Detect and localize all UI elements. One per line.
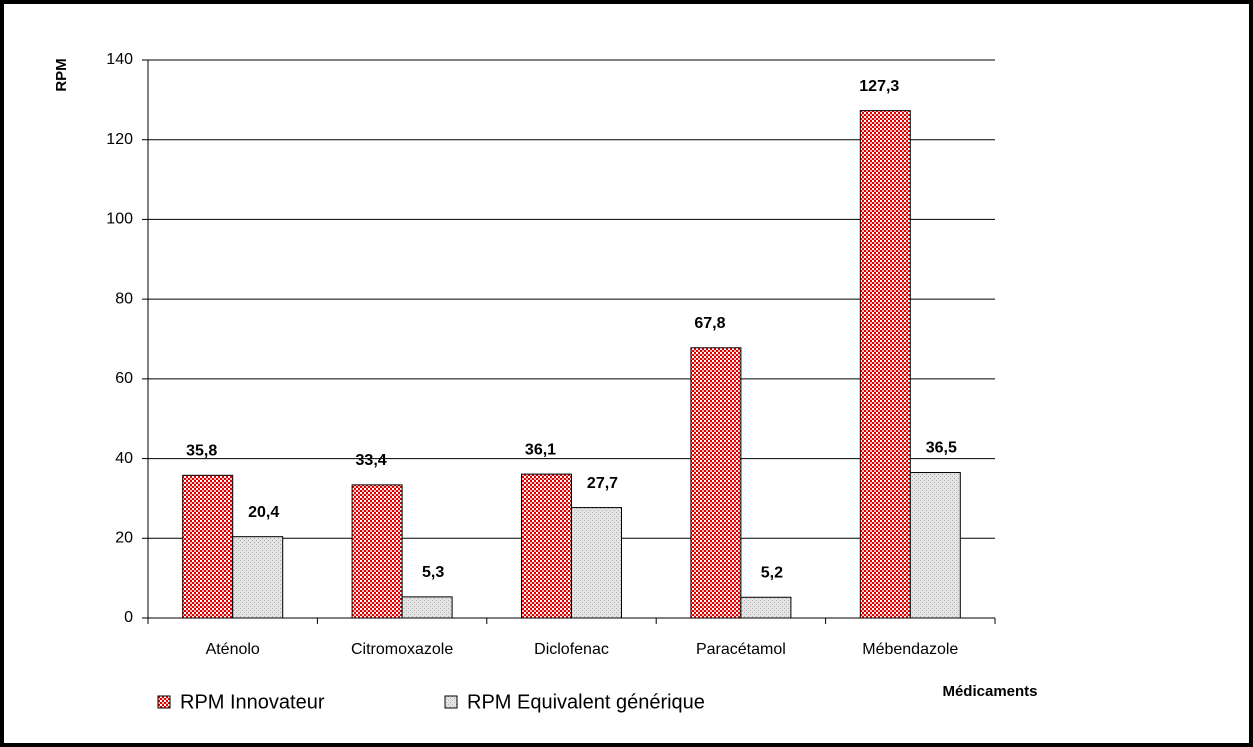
value-label: 127,3 xyxy=(859,78,899,95)
value-label: 20,4 xyxy=(248,504,279,521)
x-tick-label: Mébendazole xyxy=(862,641,958,658)
y-tick-label: 40 xyxy=(115,450,133,467)
x-tick-label: Aténolo xyxy=(206,641,260,658)
value-label: 5,2 xyxy=(761,564,783,581)
bar xyxy=(859,110,911,619)
legend-label: RPM Equivalent générique xyxy=(467,691,705,713)
y-tick-label: 120 xyxy=(106,131,133,148)
y-tick-label: 0 xyxy=(124,609,133,626)
legend-label: RPM Innovateur xyxy=(180,691,325,713)
bar xyxy=(521,473,572,619)
bar xyxy=(571,507,622,619)
value-label: 35,8 xyxy=(186,443,217,460)
y-tick-label: 80 xyxy=(115,290,133,307)
x-axis-label: Médicaments xyxy=(942,683,1037,700)
value-label: 36,1 xyxy=(525,441,556,458)
bar xyxy=(182,474,234,619)
y-axis-label: RPM xyxy=(53,58,70,91)
bar xyxy=(690,347,742,619)
value-label: 67,8 xyxy=(694,315,725,332)
value-label: 27,7 xyxy=(587,475,618,492)
bar xyxy=(909,472,961,619)
y-tick-label: 20 xyxy=(115,530,133,547)
x-tick-label: Diclofenac xyxy=(534,641,609,658)
bar xyxy=(351,484,403,619)
value-label: 33,4 xyxy=(356,452,387,469)
x-tick-label: Citromoxazole xyxy=(351,641,453,658)
value-label: 5,3 xyxy=(422,564,444,581)
legend-swatch xyxy=(157,695,171,709)
value-label: 36,5 xyxy=(926,440,957,457)
x-tick-label: Paracétamol xyxy=(696,641,786,658)
bar xyxy=(740,596,792,619)
y-tick-label: 100 xyxy=(106,211,133,228)
legend-swatch xyxy=(444,695,458,709)
y-tick-label: 60 xyxy=(115,370,133,387)
bar xyxy=(401,596,453,619)
bar xyxy=(232,536,284,619)
y-tick-label: 140 xyxy=(106,51,133,68)
